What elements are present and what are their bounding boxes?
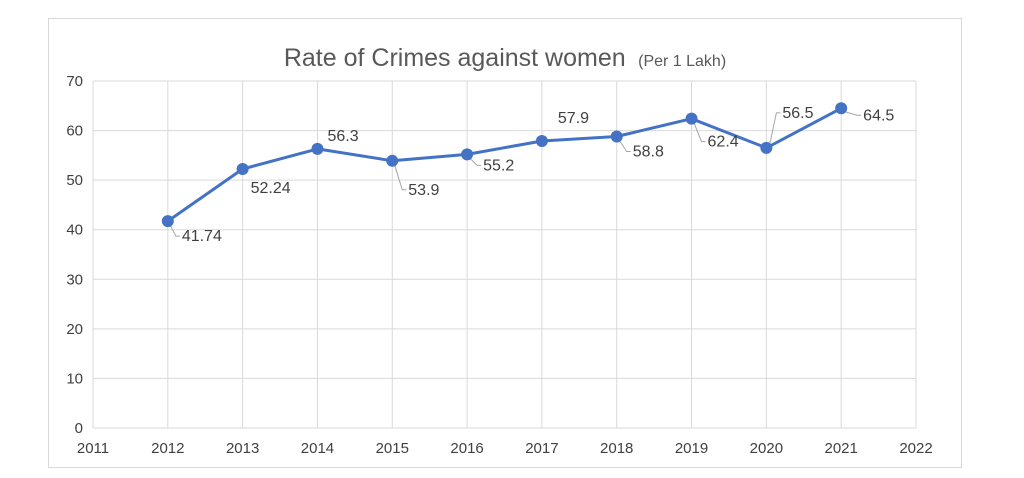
leader-lines	[169, 110, 862, 237]
data-point	[386, 154, 399, 167]
x-tick-label: 2013	[226, 440, 259, 457]
x-tick-label: 2017	[525, 440, 558, 457]
data-label: 56.5	[782, 105, 813, 122]
leader-line	[169, 223, 180, 237]
y-tick-label: 20	[66, 321, 83, 338]
y-tick-label: 50	[66, 172, 83, 189]
leader-line	[618, 139, 631, 153]
data-points	[161, 102, 848, 228]
leader-line	[693, 121, 706, 143]
x-tick-label: 2019	[675, 440, 708, 457]
chart-title-subtitle: (Per 1 Lakh)	[638, 53, 726, 70]
data-labels: 41.74 52.24 56.3 53.9 55.2 57.9 58.8 62.4 56.5 64…	[182, 105, 895, 245]
leader-line	[767, 112, 781, 152]
y-tick-label: 10	[66, 370, 83, 387]
y-tick-label: 0	[75, 420, 83, 437]
x-tick-label: 2021	[824, 440, 857, 457]
series-line	[166, 106, 842, 223]
y-tick-label: 60	[66, 123, 83, 140]
chart-area	[48, 18, 962, 468]
data-point	[311, 142, 324, 155]
axis-ticks: 0 10 20 30 40 50 60 70 2011 2012 2013 2014 2015 2016 2…	[66, 73, 932, 457]
leader-line	[468, 157, 482, 166]
x-tick-label: 2016	[450, 440, 483, 457]
data-point	[610, 130, 623, 143]
data-point	[535, 134, 548, 147]
series	[166, 106, 842, 223]
data-label: 41.74	[182, 228, 222, 245]
x-tick-label: 2011	[77, 440, 109, 457]
data-point	[835, 102, 848, 115]
chart-title: Rate of Crimes against women (Per 1 Lakh…	[284, 44, 726, 72]
leader-line	[843, 110, 862, 116]
data-point	[461, 148, 474, 161]
data-label: 58.8	[633, 144, 664, 161]
x-tick-label: 2022	[899, 440, 932, 457]
y-tick-label: 30	[66, 271, 83, 288]
data-point	[760, 141, 773, 154]
x-tick-label: 2018	[600, 440, 633, 457]
data-label: 53.9	[408, 182, 439, 199]
data-label: 52.24	[251, 180, 291, 197]
data-point	[161, 215, 174, 228]
data-point	[685, 112, 698, 125]
data-label: 64.5	[863, 107, 894, 124]
x-tick-label: 2012	[151, 440, 184, 457]
x-tick-label: 2020	[750, 440, 783, 457]
chart-title-main: Rate of Crimes against women	[284, 44, 626, 72]
x-tick-label: 2014	[301, 440, 334, 457]
data-label: 56.3	[327, 128, 358, 145]
y-tick-label: 70	[66, 73, 83, 90]
y-tick-label: 40	[66, 222, 83, 239]
x-tick-label: 2015	[376, 440, 409, 457]
gridlines	[92, 80, 917, 429]
data-label: 55.2	[483, 157, 514, 174]
leader-line	[393, 163, 407, 191]
data-point	[236, 163, 249, 176]
data-label: 57.9	[558, 110, 589, 127]
data-label: 62.4	[708, 134, 739, 151]
